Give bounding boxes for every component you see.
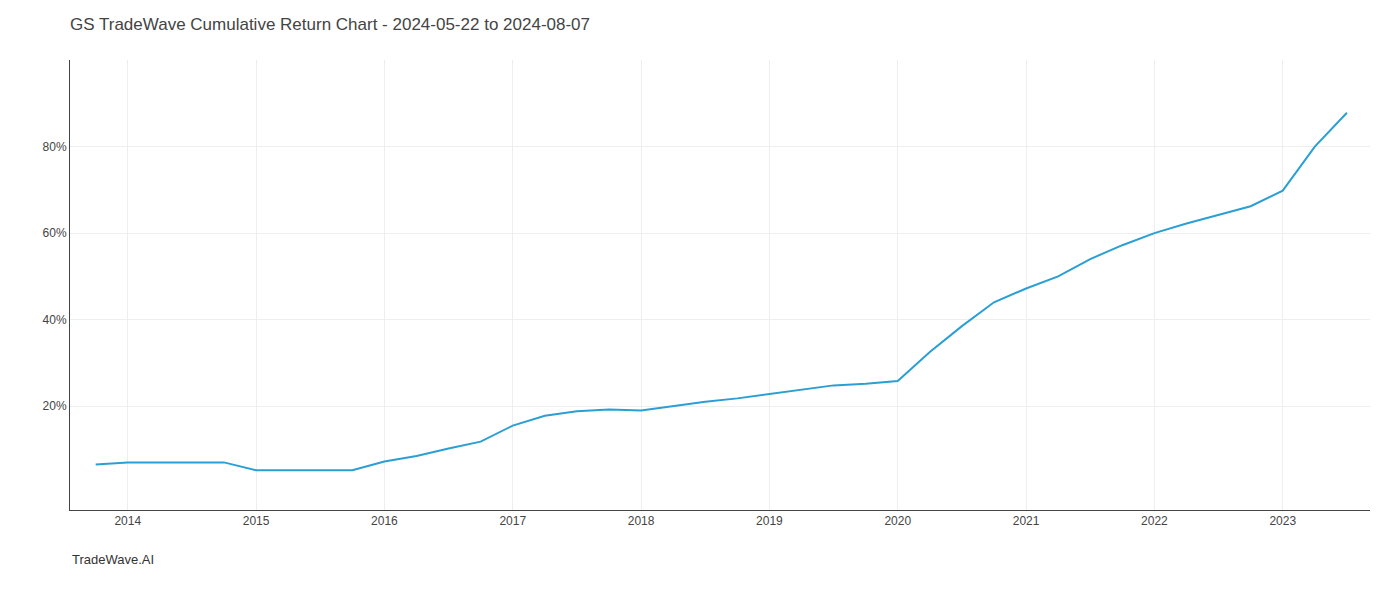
- svg-text:2015: 2015: [243, 514, 270, 528]
- svg-text:2019: 2019: [756, 514, 783, 528]
- svg-text:2017: 2017: [499, 514, 526, 528]
- svg-text:TradeWave.AI: TradeWave.AI: [72, 552, 154, 567]
- svg-text:2023: 2023: [1269, 514, 1296, 528]
- svg-text:2014: 2014: [114, 514, 141, 528]
- svg-text:60%: 60%: [43, 226, 67, 240]
- svg-text:2020: 2020: [884, 514, 911, 528]
- svg-text:2016: 2016: [371, 514, 398, 528]
- svg-text:GS TradeWave Cumulative Return: GS TradeWave Cumulative Return Chart - 2…: [70, 15, 590, 34]
- svg-text:80%: 80%: [43, 140, 67, 154]
- svg-text:20%: 20%: [43, 399, 67, 413]
- svg-text:40%: 40%: [43, 313, 67, 327]
- svg-text:2018: 2018: [628, 514, 655, 528]
- svg-text:2021: 2021: [1013, 514, 1040, 528]
- svg-text:2022: 2022: [1141, 514, 1168, 528]
